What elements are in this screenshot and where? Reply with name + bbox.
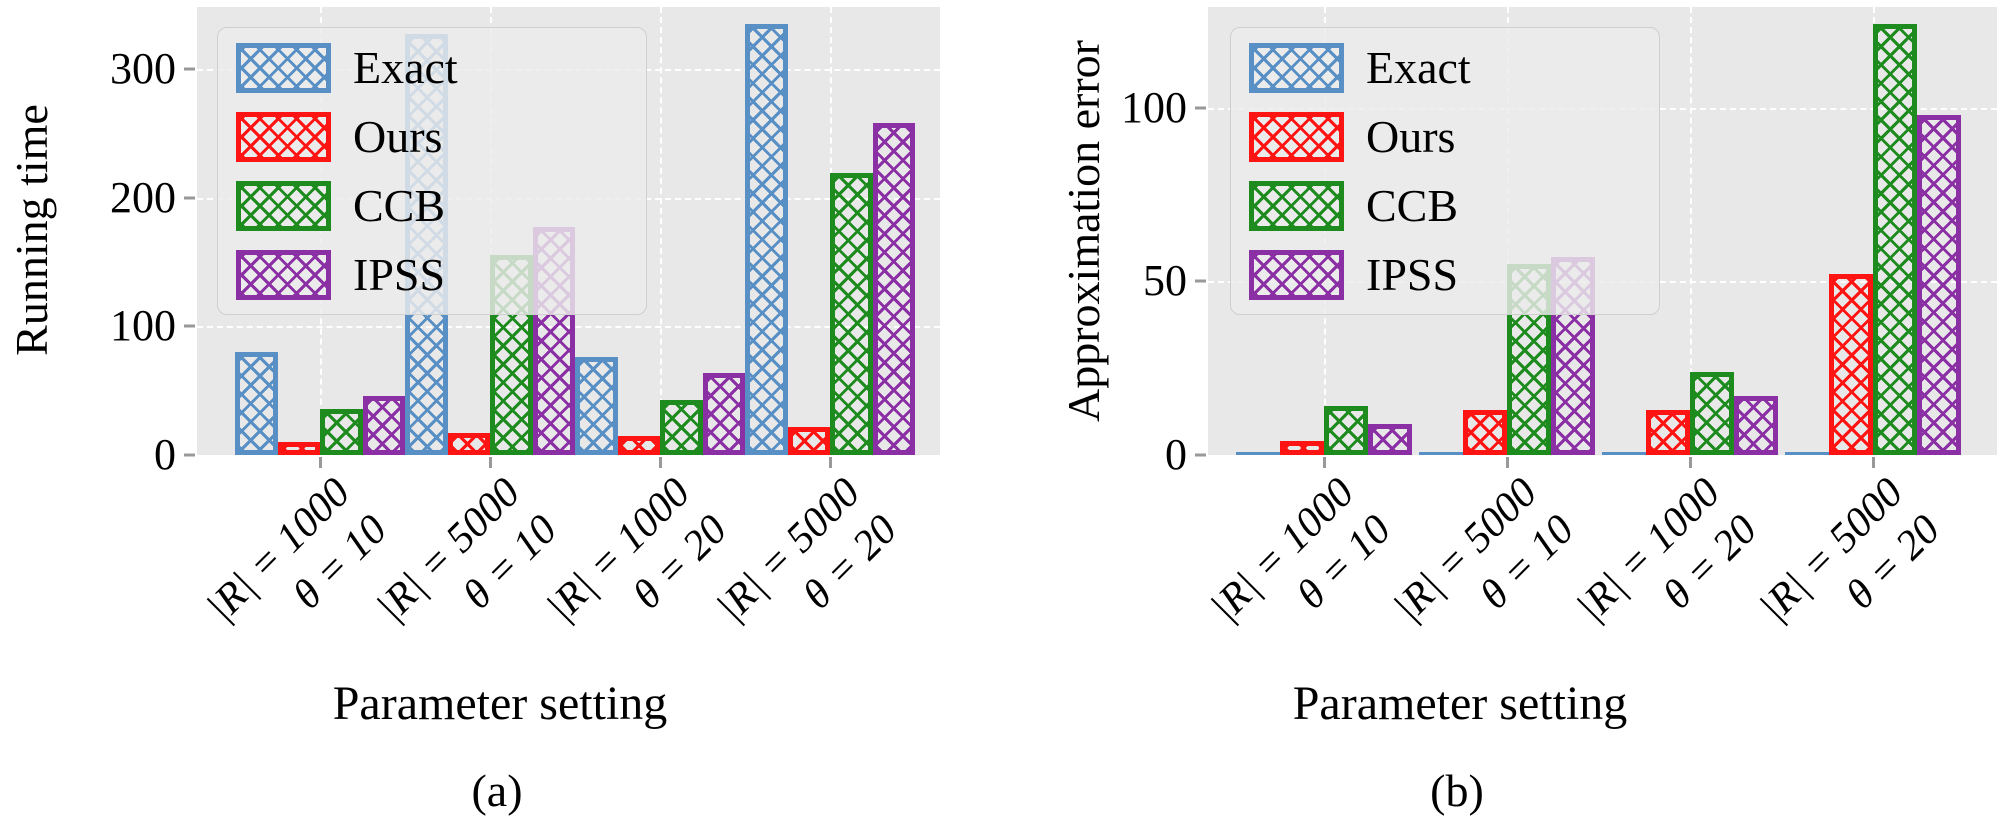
y-tick bbox=[184, 67, 195, 71]
caption-b: (b) bbox=[1430, 765, 1484, 816]
legend-label-exact: Exact bbox=[353, 41, 458, 93]
legend-swatch-ccb bbox=[1249, 180, 1344, 231]
y-tick bbox=[1195, 279, 1206, 283]
bar-ccb bbox=[830, 173, 873, 455]
bar-ours bbox=[1829, 274, 1873, 455]
legend-entry-ipss: IPSS bbox=[236, 248, 628, 300]
x-tick bbox=[829, 457, 832, 468]
y-tick-label: 0 bbox=[1165, 430, 1187, 479]
y-tick-label: 200 bbox=[110, 172, 176, 222]
legend-entry-ccb: CCB bbox=[1249, 179, 1641, 231]
bar-ipss bbox=[1917, 114, 1961, 455]
caption-a: (a) bbox=[471, 765, 523, 816]
bar-exact bbox=[1419, 452, 1463, 455]
legend-label-exact: Exact bbox=[1366, 41, 1471, 93]
x-axis-label-a: Parameter setting bbox=[332, 677, 668, 730]
x-tick bbox=[489, 457, 492, 468]
y-tick-label: 0 bbox=[154, 430, 176, 479]
legend-entry-exact: Exact bbox=[1249, 41, 1641, 93]
legend-swatch-ipss bbox=[236, 249, 331, 300]
bar-exact bbox=[745, 23, 788, 455]
legend-swatch-exact bbox=[1249, 42, 1344, 93]
x-tick bbox=[319, 457, 322, 468]
legend-entry-ccb: CCB bbox=[236, 179, 628, 231]
bar-ccb bbox=[1324, 406, 1368, 455]
y-tick bbox=[184, 453, 195, 457]
x-tick bbox=[659, 457, 662, 468]
legend-b: Exact Ours CCB IPSS bbox=[1230, 27, 1660, 315]
bar-ccb bbox=[1873, 24, 1917, 455]
y-tick-label: 50 bbox=[1143, 256, 1187, 306]
legend-swatch-ccb bbox=[236, 180, 331, 231]
x-tick bbox=[1506, 457, 1509, 468]
bar-ours bbox=[1646, 409, 1690, 455]
legend-entry-exact: Exact bbox=[236, 41, 628, 93]
bar-ccb bbox=[1690, 371, 1734, 455]
bar-ours bbox=[277, 442, 320, 455]
bar-ours bbox=[617, 435, 660, 455]
bar-exact bbox=[1785, 452, 1829, 455]
y-tick bbox=[184, 324, 195, 328]
bar-ccb bbox=[320, 408, 363, 455]
legend-entry-ours: Ours bbox=[236, 110, 628, 162]
y-tick bbox=[1195, 453, 1206, 457]
bar-exact bbox=[575, 357, 618, 455]
bar-exact bbox=[1602, 452, 1646, 455]
legend-label-ours: Ours bbox=[353, 110, 443, 162]
legend-label-ccb: CCB bbox=[353, 179, 446, 231]
bar-ccb bbox=[660, 399, 703, 455]
bar-ours bbox=[787, 426, 830, 455]
y-tick-label: 300 bbox=[110, 43, 176, 93]
x-tick bbox=[1689, 457, 1692, 468]
y-axis-label-a: Running time bbox=[6, 104, 57, 356]
legend-label-ccb: CCB bbox=[1366, 179, 1459, 231]
bar-ipss bbox=[1368, 423, 1412, 455]
legend-swatch-exact bbox=[236, 42, 331, 93]
bar-exact bbox=[235, 352, 278, 455]
legend-swatch-ours bbox=[1249, 111, 1344, 162]
legend-label-ours: Ours bbox=[1366, 110, 1456, 162]
y-tick-label: 100 bbox=[1121, 82, 1187, 132]
legend-swatch-ours bbox=[236, 111, 331, 162]
legend-swatch-ipss bbox=[1249, 249, 1344, 300]
bar-ipss bbox=[872, 122, 915, 455]
gridline-v bbox=[660, 7, 662, 455]
bar-ours bbox=[447, 433, 490, 455]
y-tick bbox=[1195, 106, 1206, 110]
bar-ipss bbox=[702, 372, 745, 455]
bar-ours bbox=[1463, 409, 1507, 455]
legend-label-ipss: IPSS bbox=[1366, 248, 1459, 300]
legend-entry-ipss: IPSS bbox=[1249, 248, 1641, 300]
x-tick bbox=[1872, 457, 1875, 468]
bar-ipss bbox=[1734, 395, 1778, 455]
x-axis-label-b: Parameter setting bbox=[1292, 677, 1628, 730]
x-tick bbox=[1323, 457, 1326, 468]
legend-label-ipss: IPSS bbox=[353, 248, 446, 300]
legend-a: Exact Ours CCB IPSS bbox=[217, 27, 647, 315]
bar-ours bbox=[1280, 441, 1324, 455]
bar-exact bbox=[1236, 452, 1280, 455]
legend-entry-ours: Ours bbox=[1249, 110, 1641, 162]
gridline-v bbox=[1690, 7, 1692, 455]
y-tick bbox=[184, 196, 195, 200]
y-tick-label: 100 bbox=[110, 301, 176, 351]
bar-ipss bbox=[362, 395, 405, 455]
